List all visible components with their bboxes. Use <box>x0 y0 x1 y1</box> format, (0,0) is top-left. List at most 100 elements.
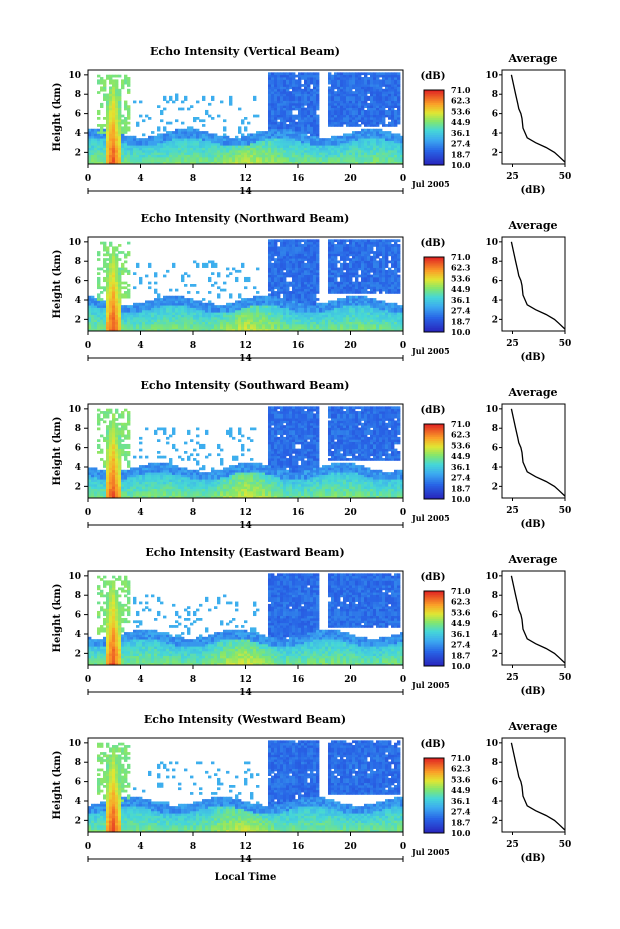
heatmap-cell <box>187 323 191 327</box>
heatmap-cell <box>301 295 305 299</box>
heatmap-cell <box>100 102 104 106</box>
heatmap-cell <box>316 244 320 247</box>
heatmap-cell <box>343 286 347 290</box>
heatmap-cell <box>247 156 251 160</box>
heatmap-cell <box>313 309 317 313</box>
heatmap-cell <box>340 114 344 118</box>
heatmap-cell <box>301 244 305 247</box>
heatmap-cell <box>358 246 362 250</box>
heatmap-cell <box>301 95 305 99</box>
heatmap-cell <box>136 121 140 125</box>
heatmap-cell <box>175 309 179 313</box>
heatmap-cell <box>238 319 242 322</box>
heatmap-cell <box>313 119 317 123</box>
heatmap-cell <box>373 281 377 285</box>
heatmap-cell <box>349 328 353 332</box>
heatmap-cell <box>349 244 353 247</box>
heatmap-cell <box>334 260 338 264</box>
heatmap-cell <box>349 300 353 304</box>
heatmap-cell <box>334 109 338 113</box>
heatmap-cell <box>346 274 350 278</box>
heatmap-cell <box>325 149 329 153</box>
heatmap-cell <box>295 102 299 106</box>
heatmap-cell <box>214 319 218 322</box>
heatmap-cell <box>382 159 386 163</box>
heatmap-cell <box>112 291 116 294</box>
heatmap-cell <box>373 100 377 104</box>
heatmap-cell <box>304 159 308 163</box>
heatmap-cell <box>226 145 230 148</box>
heatmap-cell <box>304 307 308 311</box>
heatmap-cell <box>103 81 107 85</box>
heatmap-cell <box>181 274 185 278</box>
heatmap-cell <box>205 319 209 322</box>
heatmap-cell <box>94 145 98 148</box>
heatmap-cell <box>220 147 224 151</box>
heatmap-cell <box>160 300 164 304</box>
heatmap-cell <box>307 147 311 151</box>
heatmap-cell <box>283 124 287 127</box>
heatmap-cell <box>88 321 92 325</box>
heatmap-cell <box>367 305 371 308</box>
heatmap-cell <box>391 114 395 118</box>
heatmap-cell <box>343 117 347 120</box>
heatmap-cell <box>241 323 245 327</box>
heatmap-cell <box>91 295 95 299</box>
heatmap-cell <box>343 119 347 123</box>
heatmap-cell <box>310 117 314 120</box>
heatmap-cell <box>157 298 161 301</box>
heatmap-cell <box>364 248 368 252</box>
heatmap-cell <box>382 114 386 118</box>
heatmap-cell <box>262 321 266 325</box>
heatmap-cell <box>373 95 377 99</box>
heatmap-cell <box>394 84 398 87</box>
heatmap-cell <box>184 319 188 322</box>
heatmap-cell <box>112 159 116 163</box>
heatmap-cell <box>115 300 119 304</box>
heatmap-cell <box>370 81 374 85</box>
heatmap-cell <box>262 133 266 137</box>
heatmap-cell <box>349 307 353 311</box>
heatmap-cell <box>124 253 128 257</box>
heatmap-cell <box>277 288 281 292</box>
heatmap-cell <box>364 77 368 80</box>
heatmap-cell <box>199 154 203 158</box>
heatmap-cell <box>358 102 362 106</box>
heatmap-cell <box>175 314 179 318</box>
heatmap-cell <box>166 145 170 148</box>
heatmap-cell <box>271 114 275 118</box>
heatmap-cell <box>349 314 353 318</box>
heatmap-cell <box>298 117 302 120</box>
heatmap-cell <box>301 291 305 294</box>
heatmap-cell <box>169 312 173 315</box>
heatmap-cell <box>100 135 104 139</box>
heatmap-cell <box>286 84 290 87</box>
heatmap-cell <box>280 145 284 148</box>
heatmap-cell <box>283 279 287 283</box>
heatmap-cell <box>88 152 92 155</box>
heatmap-cell <box>262 323 266 327</box>
heatmap-cell <box>334 284 338 287</box>
heatmap-cell <box>199 140 203 144</box>
heatmap-cell <box>103 314 107 318</box>
heatmap-cell <box>169 147 173 151</box>
heatmap-cell <box>280 260 284 264</box>
heatmap-cell <box>334 124 338 127</box>
heatmap-cell <box>286 98 290 101</box>
heatmap-cell <box>193 307 197 311</box>
heatmap-cell <box>388 142 392 146</box>
heatmap-cell <box>346 161 350 165</box>
heatmap-cell <box>304 251 308 254</box>
heatmap-cell <box>343 298 347 301</box>
heatmap-cell <box>313 314 317 318</box>
heatmap-cell <box>373 314 377 318</box>
heatmap-cell <box>298 272 302 275</box>
heatmap-cell <box>247 145 251 148</box>
heatmap-cell <box>181 300 185 304</box>
heatmap-cell <box>367 131 371 134</box>
heatmap-cell <box>262 312 266 315</box>
heatmap-cell <box>241 156 245 160</box>
heatmap-cell <box>91 149 95 153</box>
heatmap-cell <box>97 112 101 116</box>
colorbar-label: 71.0 <box>451 85 471 95</box>
